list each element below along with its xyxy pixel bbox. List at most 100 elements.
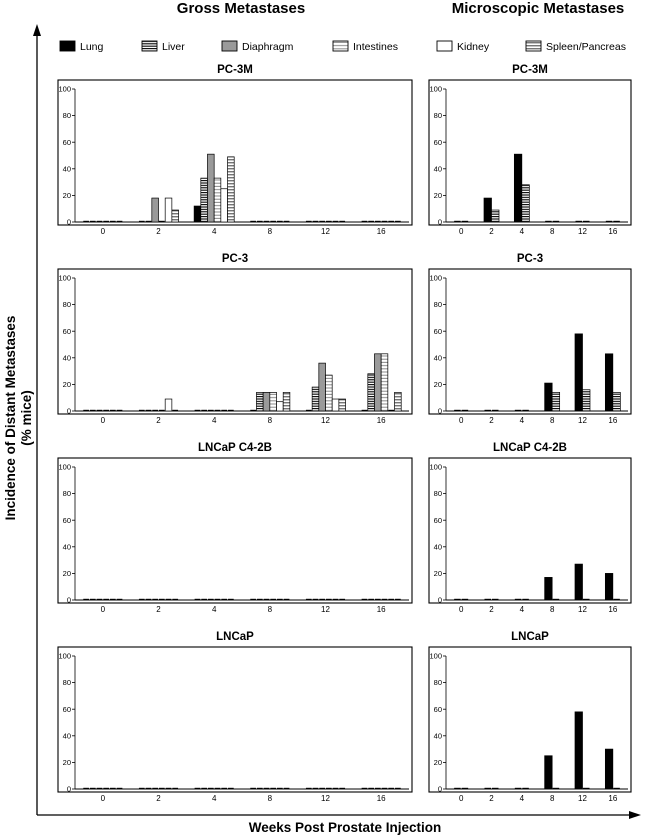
x-tick-label: 8 — [268, 416, 273, 425]
panel-title: PC-3M — [217, 64, 253, 76]
panel-microscopic-metastases-pc-3m: PC-3M 0 20 40 60 80 100 0 2 4 8 12 16 — [428, 64, 632, 236]
bar-liver-week-16 — [612, 392, 621, 412]
panel-frame — [428, 79, 632, 226]
y-tick-label: 100 — [429, 274, 442, 283]
panel-gross-metastases-lncap-c4-2b: LNCaP C4-2B 0 20 40 60 80 100 0 2 4 8 12 16 — [57, 442, 413, 614]
x-tick-label: 2 — [156, 794, 161, 803]
y-tick-label: 60 — [63, 705, 71, 714]
y-tick-label: 40 — [434, 731, 442, 740]
y-tick-label: 40 — [434, 542, 442, 551]
x-tick-label: 4 — [520, 794, 525, 803]
x-tick-label: 4 — [520, 605, 525, 614]
x-tick-label: 8 — [550, 605, 555, 614]
panel-gross-metastases-lncap: LNCaP 0 20 40 60 80 100 0 2 4 8 12 16 — [57, 631, 413, 803]
y-axis-arrow — [33, 24, 41, 36]
legend-label-liver: Liver — [162, 41, 185, 53]
bar-intestines-week-16 — [380, 353, 389, 412]
x-tick-label: 16 — [608, 416, 617, 425]
x-tick-label: 4 — [212, 794, 217, 803]
bar-lung-week-12 — [574, 563, 583, 601]
bar-lung-week-8 — [544, 755, 553, 790]
legend-swatch-kidney — [436, 40, 453, 52]
bar-diaphragm-week-2 — [151, 197, 159, 223]
x-tick-label: 4 — [212, 416, 217, 425]
panel-frame — [428, 646, 632, 793]
x-tick-label: 2 — [156, 416, 161, 425]
y-tick-label: 80 — [434, 678, 442, 687]
x-axis-label: Weeks Post Prostate Injection — [249, 820, 442, 835]
bar-kidney-week-2 — [164, 197, 173, 223]
x-tick-label: 8 — [268, 794, 273, 803]
y-tick-label: 100 — [429, 85, 442, 94]
panel-frame — [57, 646, 413, 793]
panel-gross-metastases-pc-3m: PC-3M 0 20 40 60 80 100 0 2 4 8 12 16 — [57, 64, 413, 236]
bar-intestines-week-4 — [213, 177, 222, 223]
y-tick-label: 0 — [438, 218, 442, 227]
bar-lung-week-4 — [193, 205, 202, 223]
bar-liver-week-16 — [367, 373, 375, 412]
y-tick-label: 20 — [63, 758, 71, 767]
x-axis-arrow — [629, 811, 641, 819]
y-tick-label: 20 — [63, 191, 71, 200]
y-tick-label: 40 — [63, 731, 71, 740]
x-tick-label: 4 — [212, 227, 217, 236]
panel-title: PC-3 — [222, 253, 248, 265]
x-tick-label: 12 — [578, 794, 587, 803]
bar-liver-week-4 — [521, 184, 530, 223]
y-tick-label: 80 — [434, 300, 442, 309]
bar-lung-week-16 — [604, 353, 614, 412]
bar-liver-week-4 — [200, 177, 208, 223]
y-tick-label: 80 — [63, 300, 71, 309]
x-tick-label: 2 — [489, 605, 494, 614]
y-tick-label: 80 — [63, 678, 71, 687]
bar-spleen-pancreas-week-8 — [282, 392, 291, 412]
y-tick-label: 20 — [434, 191, 442, 200]
legend-swatch-intestines — [332, 40, 349, 52]
y-tick-label: 40 — [63, 353, 71, 362]
legend: Lung Liver Diaphragm Intestines Kidney Spleen… — [59, 40, 626, 53]
panel-microscopic-metastases-pc-3: PC-3 0 20 40 60 80 100 0 2 4 8 12 16 — [428, 253, 632, 425]
bar-lung-week-12 — [574, 333, 583, 412]
x-tick-label: 8 — [550, 794, 555, 803]
x-tick-label: 12 — [321, 227, 330, 236]
y-tick-label: 0 — [67, 785, 71, 794]
panel-title: PC-3M — [512, 64, 548, 76]
x-tick-label: 8 — [550, 416, 555, 425]
panel-frame — [57, 268, 413, 415]
panel-title: LNCaP C4-2B — [198, 442, 272, 454]
y-tick-label: 0 — [67, 407, 71, 416]
y-tick-label: 60 — [63, 138, 71, 147]
y-tick-label: 80 — [434, 111, 442, 120]
y-tick-label: 60 — [434, 138, 442, 147]
y-tick-label: 60 — [63, 516, 71, 525]
y-tick-label: 100 — [58, 463, 71, 472]
y-tick-label: 20 — [63, 380, 71, 389]
x-tick-label: 12 — [578, 227, 587, 236]
x-tick-label: 2 — [156, 227, 161, 236]
y-tick-label: 100 — [429, 463, 442, 472]
x-tick-label: 0 — [459, 605, 464, 614]
x-tick-label: 12 — [321, 605, 330, 614]
y-tick-label: 20 — [434, 758, 442, 767]
x-tick-label: 2 — [489, 794, 494, 803]
y-tick-label: 40 — [63, 164, 71, 173]
x-tick-label: 16 — [608, 794, 617, 803]
y-tick-label: 20 — [434, 569, 442, 578]
bar-diaphragm-week-12 — [318, 362, 326, 412]
panel-frame — [428, 268, 632, 415]
y-tick-label: 60 — [434, 327, 442, 336]
panel-frame — [57, 79, 413, 226]
y-tick-label: 20 — [63, 569, 71, 578]
x-tick-label: 2 — [489, 416, 494, 425]
legend-label-spleen-pancreas: Spleen/Pancreas — [546, 41, 626, 53]
panel-frame — [57, 457, 413, 604]
y-tick-label: 60 — [434, 516, 442, 525]
y-tick-label: 40 — [63, 542, 71, 551]
header-microscopic: Microscopic Metastases — [452, 0, 625, 17]
x-tick-label: 2 — [489, 227, 494, 236]
panel-microscopic-metastases-lncap-c4-2b: LNCaP C4-2B 0 20 40 60 80 100 0 2 4 8 12 16 — [428, 442, 632, 614]
y-axis-label-line2: (% mice) — [19, 390, 34, 446]
panel-title: LNCaP — [216, 631, 254, 643]
x-tick-label: 0 — [459, 416, 464, 425]
